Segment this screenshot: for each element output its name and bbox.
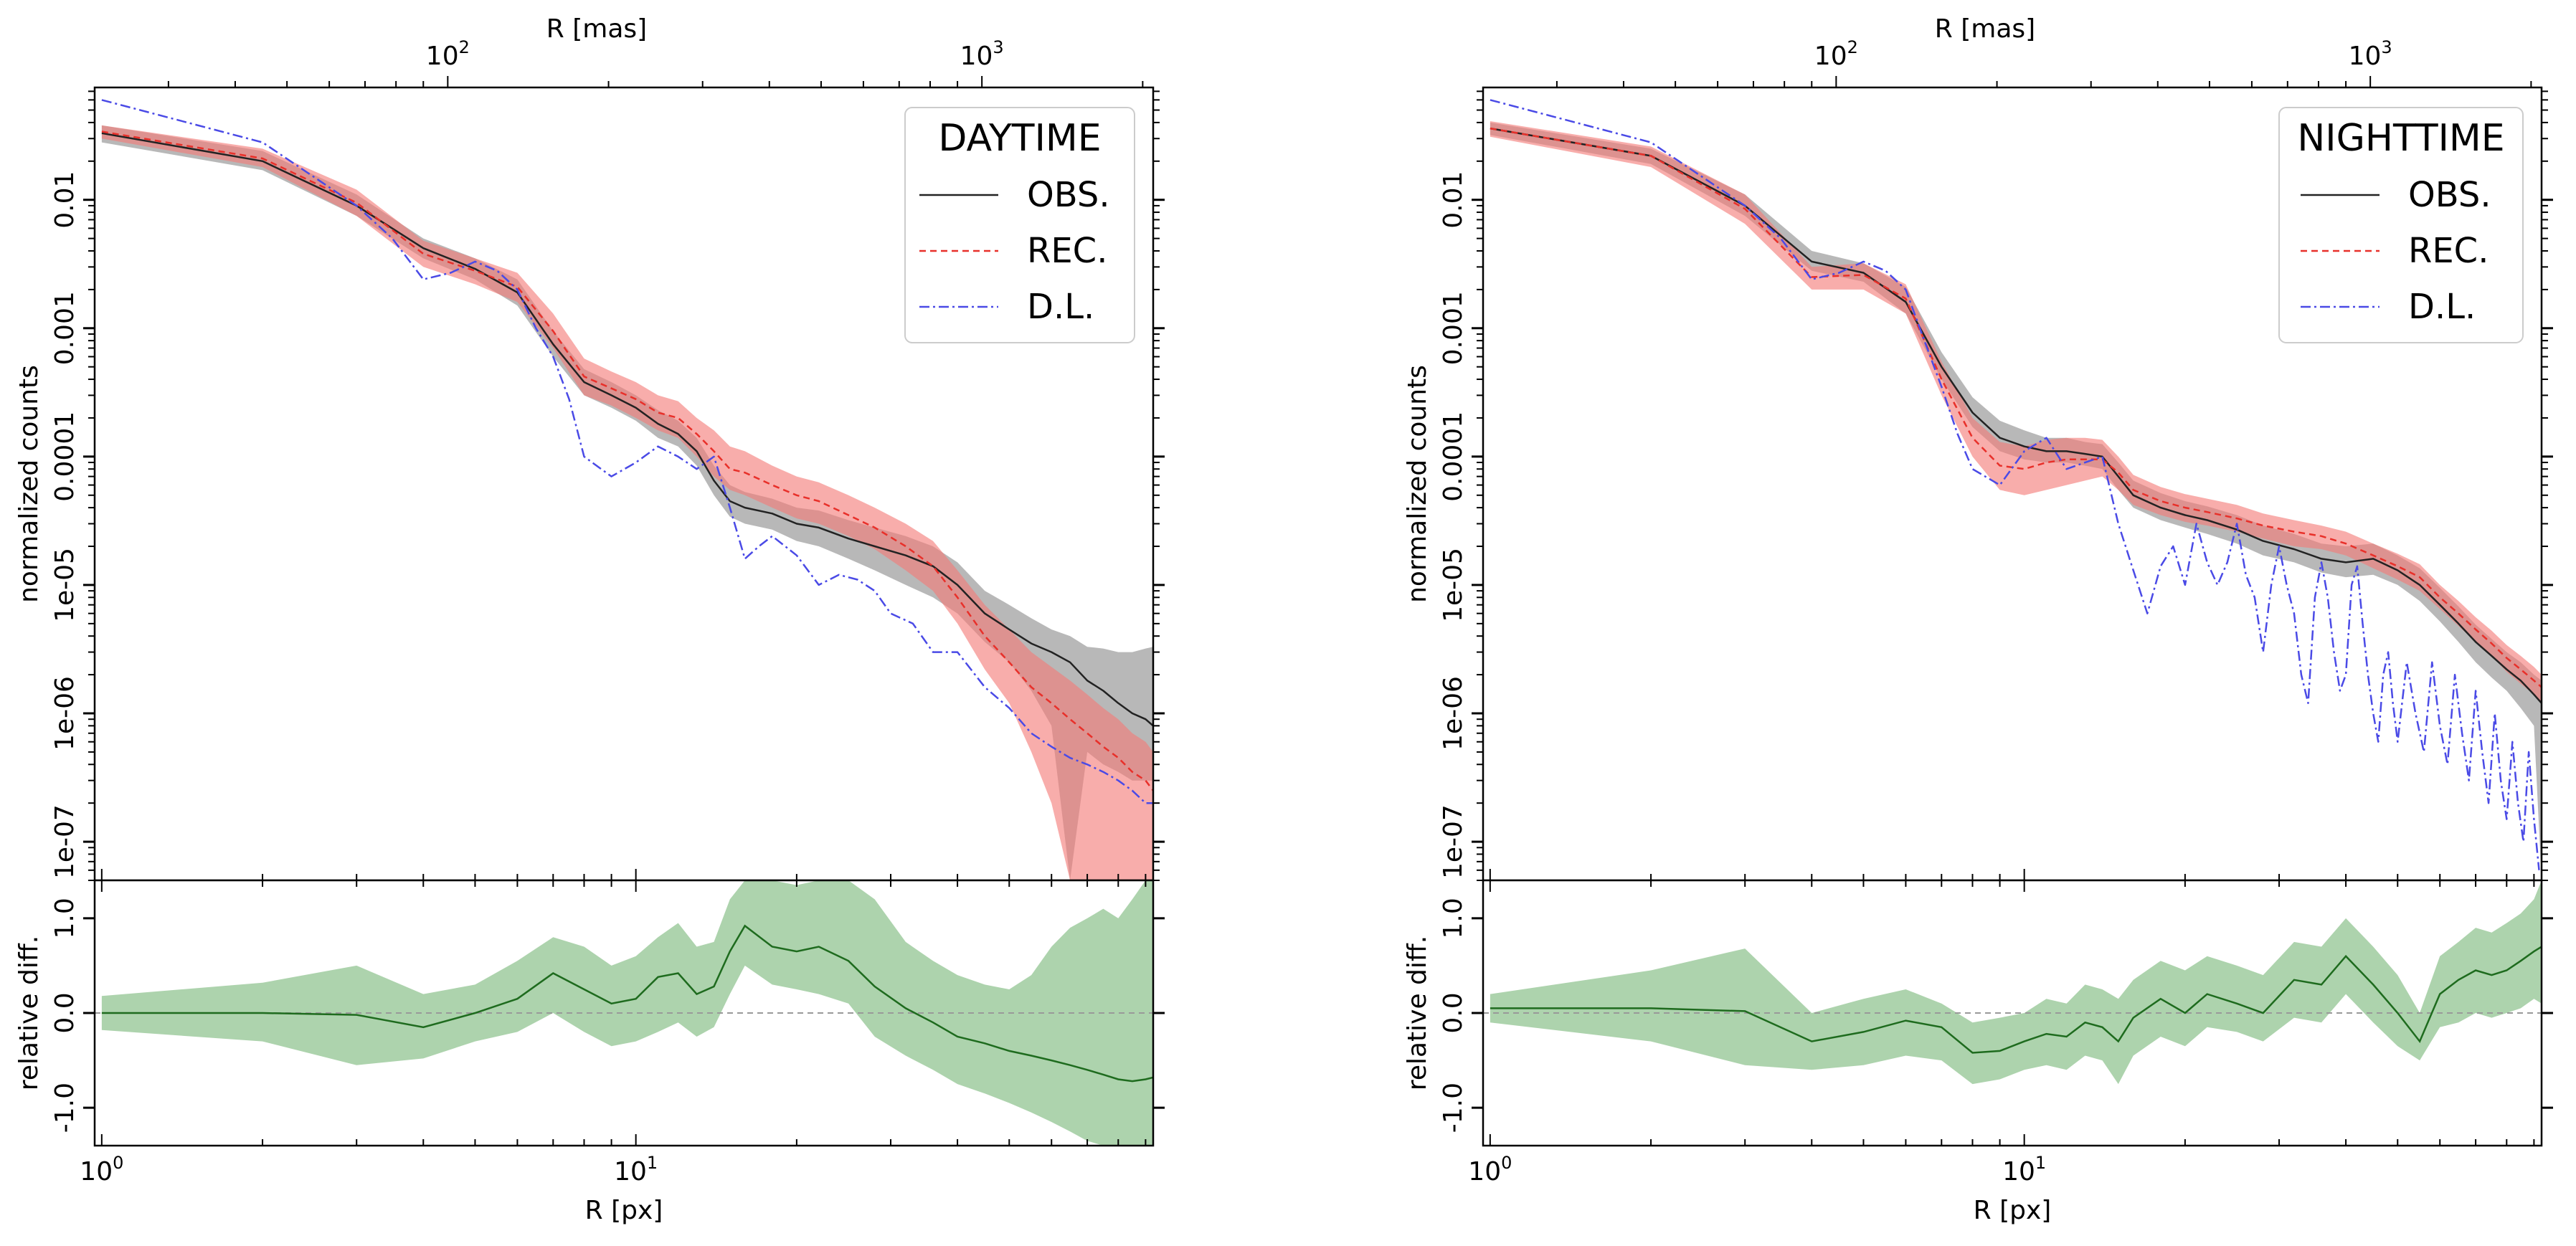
legend-label-rec: REC. — [1027, 231, 1107, 271]
legend-label-dl: D.L. — [2408, 287, 2476, 327]
legend-box — [904, 107, 1135, 343]
axis-ticks — [83, 76, 1165, 881]
axis-ticks — [1472, 76, 2553, 881]
top-axis-tick-labels: 102 103 — [426, 37, 1004, 71]
series-rec — [1490, 127, 2542, 688]
x-tick-label: 101 — [614, 1153, 658, 1186]
y-tick-label: 0.001 — [1439, 291, 1468, 365]
top-tick-label: 103 — [2349, 37, 2392, 71]
y-tick-label: 1e-06 — [50, 676, 80, 751]
main-plot-daytime: 0.01 0.001 0.0001 1e-05 1e-06 1e-07 102 103 R … — [14, 14, 1165, 882]
top-axis-tick-labels: 102 103 — [1814, 37, 2392, 71]
residual-series — [1490, 946, 2542, 1054]
residual-frame — [93, 879, 1155, 1147]
y-tick-labels: 0.01 0.001 0.0001 1e-05 1e-06 1e-07 — [50, 171, 80, 879]
residual-y-tick-label: 1.0 — [50, 898, 80, 938]
residual-line — [1490, 946, 2542, 1054]
x-tick-exponent: 0 — [1501, 1153, 1512, 1173]
residual-y-tick-label: -1.0 — [1439, 1083, 1468, 1133]
top-tick-label: 102 — [426, 37, 470, 71]
residual-frame — [1482, 879, 2543, 1147]
profile-lines — [1490, 99, 2542, 870]
series-rec — [101, 130, 1153, 791]
residual-y-tick-label: 1.0 — [1439, 898, 1468, 938]
top-tick-exponent: 3 — [2381, 37, 2392, 57]
y-tick-label: 1e-05 — [1439, 548, 1468, 622]
x-tick-label: 101 — [2002, 1153, 2046, 1186]
y-tick-label: 1e-06 — [1439, 676, 1468, 751]
x-tick-exponent: 0 — [113, 1153, 123, 1173]
residual-y-tick-label: 0.0 — [1439, 992, 1468, 1033]
legend-label-obs: OBS. — [1027, 175, 1110, 215]
y-tick-label: 1e-07 — [1439, 804, 1468, 879]
legend: DAYTIME OBS. REC. D.L. — [904, 107, 1135, 343]
top-tick-label: 102 — [1814, 37, 1858, 71]
residual-y-label: relative diff. — [14, 936, 44, 1090]
top-tick-exponent: 2 — [1847, 37, 1858, 57]
y-tick-label: 0.001 — [50, 291, 80, 365]
x-tick-exponent: 1 — [2035, 1153, 2046, 1173]
x-tick-labels: 100 101 — [80, 1153, 658, 1186]
top-axis-label: R [mas] — [546, 14, 647, 44]
residual-ticks — [83, 880, 1165, 1146]
y-tick-label: 1e-07 — [50, 804, 80, 879]
main-plot-nighttime: 0.01 0.001 0.0001 1e-05 1e-06 1e-07 102 103 R … — [1403, 14, 2553, 882]
x-tick-exponent: 1 — [647, 1153, 658, 1173]
residual-y-label: relative diff. — [1403, 936, 1432, 1090]
legend-label-dl: D.L. — [1027, 287, 1094, 327]
y-tick-label: 1e-05 — [50, 548, 80, 622]
residual-line — [101, 924, 1153, 1083]
legend-title: NIGHTTIME — [2297, 117, 2504, 160]
legend-box — [2278, 107, 2524, 343]
y-axis-label: normalized counts — [1403, 365, 1432, 603]
residual-y-tick-label: -1.0 — [50, 1083, 80, 1133]
y-tick-label: 0.0001 — [1439, 412, 1468, 502]
residual-y-tick-labels: 1.0 0.0 -1.0 — [50, 898, 80, 1133]
residual-plot-nighttime: 1.0 0.0 -1.0 100 101 R [px] relative diff. — [1403, 879, 2553, 1225]
top-tick-exponent: 3 — [993, 37, 1003, 57]
y-tick-label: 0.0001 — [50, 412, 80, 502]
top-axis-label: R [mas] — [1935, 14, 2035, 44]
legend-title: DAYTIME — [938, 117, 1101, 160]
residual-band-area — [1490, 880, 2542, 1085]
x-tick-label: 100 — [1468, 1153, 1512, 1186]
residual-ticks — [1472, 880, 2553, 1146]
series-dl — [1490, 99, 2540, 870]
y-tick-label: 0.01 — [50, 171, 80, 229]
top-tick-label: 103 — [960, 37, 1004, 71]
legend-label-obs: OBS. — [2408, 175, 2491, 215]
y-tick-label: 0.01 — [1439, 171, 1468, 229]
x-axis-label: R [px] — [585, 1196, 663, 1225]
series-obs — [101, 132, 1153, 727]
y-axis-label: normalized counts — [14, 365, 44, 603]
residual-series — [101, 924, 1153, 1083]
residual-y-tick-labels: 1.0 0.0 -1.0 — [1439, 898, 1468, 1133]
x-tick-label: 100 — [80, 1153, 123, 1186]
top-tick-exponent: 2 — [459, 37, 470, 57]
x-axis-label: R [px] — [1974, 1196, 2052, 1225]
profile-lines — [101, 99, 1153, 804]
legend: NIGHTTIME OBS. REC. D.L. — [2278, 107, 2524, 343]
legend-label-rec: REC. — [2408, 231, 2489, 271]
residual-y-tick-label: 0.0 — [50, 992, 80, 1033]
series-dl — [101, 99, 1153, 804]
series-obs — [1490, 127, 2542, 704]
x-tick-labels: 100 101 — [1468, 1153, 2046, 1186]
y-tick-labels: 0.01 0.001 0.0001 1e-05 1e-06 1e-07 — [1439, 171, 1468, 879]
residual-plot-daytime: 1.0 0.0 -1.0 100 101 R [px] relative diff. — [14, 879, 1165, 1225]
residual-band — [1490, 880, 2542, 1085]
